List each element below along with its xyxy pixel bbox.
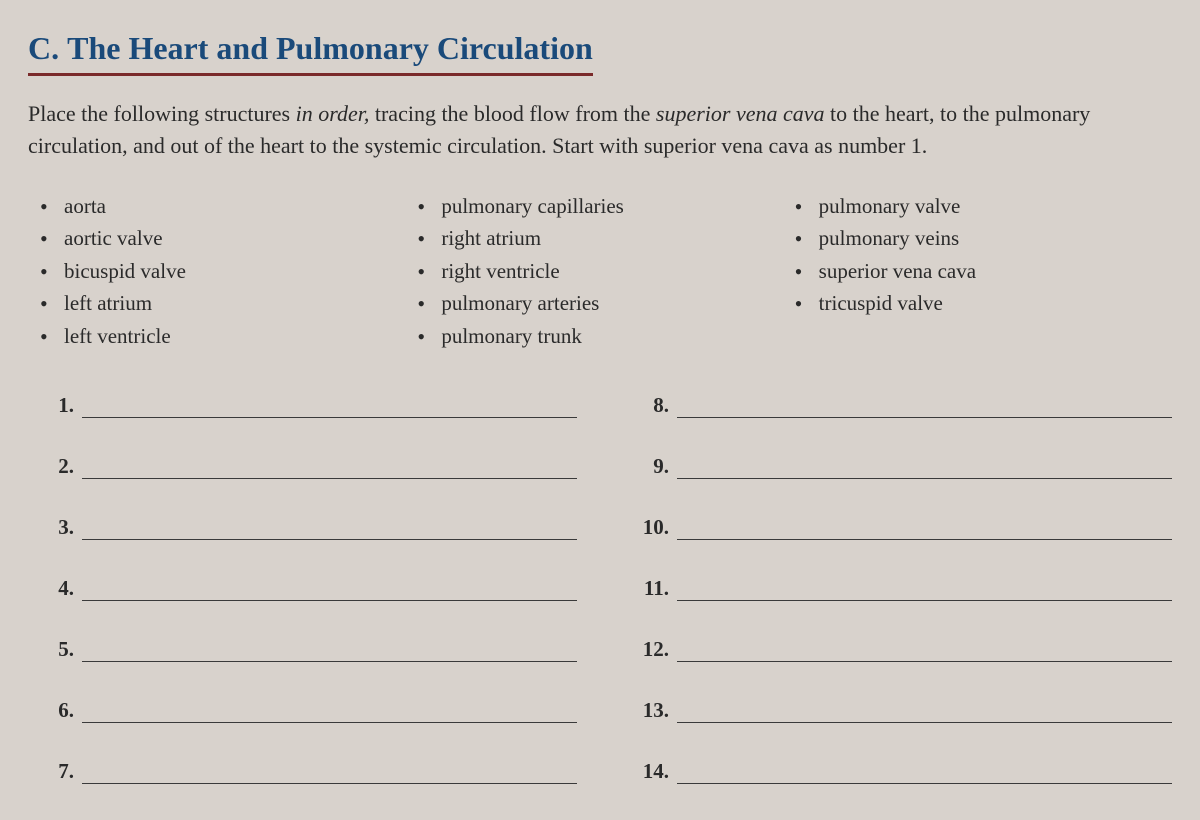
section-name: The Heart and Pulmonary Circulation	[67, 30, 593, 66]
answer-num: 7.	[42, 759, 78, 784]
answer-num: 2.	[42, 454, 78, 479]
term-col-1: aorta aortic valve bicuspid valve left a…	[40, 190, 417, 353]
instr-mid1: tracing the blood flow from the	[369, 101, 656, 126]
answer-line: 14.	[637, 759, 1172, 784]
answer-num: 5.	[42, 637, 78, 662]
answer-blank[interactable]	[82, 701, 577, 723]
answer-columns: 1. 2. 3. 4. 5. 6. 7. 8. 9. 10. 11. 12. 1…	[28, 393, 1172, 820]
term-col-3: pulmonary valve pulmonary veins superior…	[795, 190, 1172, 353]
term-item: bicuspid valve	[40, 255, 417, 288]
answer-line: 3.	[42, 515, 577, 540]
answer-blank[interactable]	[82, 457, 577, 479]
answer-blank[interactable]	[82, 579, 577, 601]
answer-line: 9.	[637, 454, 1172, 479]
answer-num: 13.	[637, 698, 673, 723]
answer-line: 12.	[637, 637, 1172, 662]
answer-num: 8.	[637, 393, 673, 418]
answer-line: 4.	[42, 576, 577, 601]
section-letter: C.	[28, 30, 59, 66]
answer-num: 11.	[637, 576, 673, 601]
term-item: pulmonary trunk	[417, 320, 794, 353]
answer-blank[interactable]	[82, 640, 577, 662]
instr-pre: Place the following structures	[28, 101, 296, 126]
answer-col-left: 1. 2. 3. 4. 5. 6. 7.	[42, 393, 577, 820]
answer-blank[interactable]	[82, 518, 577, 540]
term-item: aorta	[40, 190, 417, 223]
term-item: tricuspid valve	[795, 287, 1172, 320]
answer-line: 11.	[637, 576, 1172, 601]
answer-line: 1.	[42, 393, 577, 418]
instr-italic2: superior vena cava	[656, 101, 825, 126]
section-title: C.The Heart and Pulmonary Circulation	[28, 30, 593, 76]
answer-num: 6.	[42, 698, 78, 723]
instructions: Place the following structures in order,…	[28, 98, 1172, 162]
answer-line: 8.	[637, 393, 1172, 418]
answer-num: 12.	[637, 637, 673, 662]
answer-num: 4.	[42, 576, 78, 601]
term-item: right ventricle	[417, 255, 794, 288]
answer-line: 6.	[42, 698, 577, 723]
term-item: left atrium	[40, 287, 417, 320]
answer-num: 9.	[637, 454, 673, 479]
answer-line: 10.	[637, 515, 1172, 540]
answer-num: 3.	[42, 515, 78, 540]
answer-blank[interactable]	[677, 701, 1172, 723]
answer-blank[interactable]	[82, 762, 577, 784]
answer-line: 5.	[42, 637, 577, 662]
answer-num: 14.	[637, 759, 673, 784]
answer-num: 10.	[637, 515, 673, 540]
term-item: pulmonary capillaries	[417, 190, 794, 223]
term-item: right atrium	[417, 222, 794, 255]
term-item: superior vena cava	[795, 255, 1172, 288]
term-item: aortic valve	[40, 222, 417, 255]
term-col-2: pulmonary capillaries right atrium right…	[417, 190, 794, 353]
answer-line: 13.	[637, 698, 1172, 723]
instr-italic1: in order,	[296, 101, 370, 126]
term-item: pulmonary arteries	[417, 287, 794, 320]
answer-blank[interactable]	[677, 518, 1172, 540]
answer-num: 1.	[42, 393, 78, 418]
answer-blank[interactable]	[82, 396, 577, 418]
term-item: pulmonary valve	[795, 190, 1172, 223]
answer-blank[interactable]	[677, 579, 1172, 601]
answer-blank[interactable]	[677, 396, 1172, 418]
answer-blank[interactable]	[677, 640, 1172, 662]
answer-col-right: 8. 9. 10. 11. 12. 13. 14.	[637, 393, 1172, 820]
answer-blank[interactable]	[677, 762, 1172, 784]
answer-line: 2.	[42, 454, 577, 479]
answer-line: 7.	[42, 759, 577, 784]
term-columns: aorta aortic valve bicuspid valve left a…	[28, 190, 1172, 353]
term-item: pulmonary veins	[795, 222, 1172, 255]
answer-blank[interactable]	[677, 457, 1172, 479]
term-item: left ventricle	[40, 320, 417, 353]
